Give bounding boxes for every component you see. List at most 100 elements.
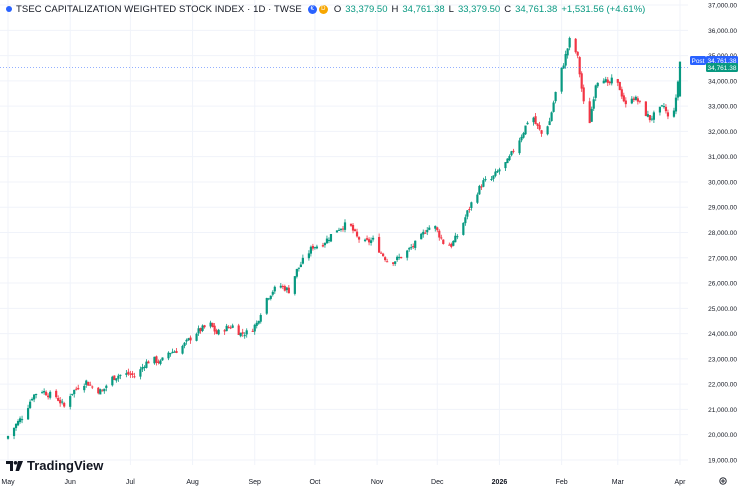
candle-body (30, 398, 34, 401)
candle-body (520, 136, 523, 141)
candle-body (73, 389, 76, 395)
candle (87, 381, 90, 386)
candle-body (71, 393, 74, 395)
candle-body (658, 106, 662, 113)
candle-body (279, 285, 282, 288)
low-value: 33,379.50 (457, 3, 501, 15)
candle-body (61, 401, 64, 403)
y-tick-label: 36,000.00 (708, 28, 737, 35)
y-tick-label: 33,000.00 (708, 104, 737, 111)
candle (327, 237, 331, 244)
tradingview-logo[interactable]: TradingView (6, 458, 103, 473)
candle-body (113, 375, 116, 380)
candle-body (349, 223, 353, 226)
candle (492, 175, 495, 182)
candle (209, 320, 212, 329)
candle (237, 323, 240, 335)
candle (287, 284, 290, 294)
candle (147, 360, 150, 364)
candle (113, 375, 116, 381)
candle (620, 86, 623, 99)
gear-icon[interactable] (718, 476, 728, 486)
candle (450, 242, 453, 249)
candle-body (14, 423, 18, 429)
candle (337, 227, 341, 231)
candle (636, 96, 639, 105)
candle-body (442, 239, 445, 244)
candle-body (251, 330, 254, 332)
candle (440, 234, 443, 240)
x-tick-label: Jun (65, 479, 76, 486)
candle (580, 71, 583, 92)
candle-body (337, 229, 341, 231)
candle (482, 177, 485, 188)
candle (434, 225, 437, 232)
candle-body (43, 391, 46, 393)
candle-body (217, 329, 220, 335)
candle-body (32, 394, 36, 400)
last-price-tag: 34,761.38 (706, 63, 738, 72)
candle-body (672, 110, 676, 117)
candle (211, 322, 214, 328)
candle-body (568, 37, 571, 48)
candle (283, 284, 286, 292)
candle-body (636, 98, 639, 102)
candle (590, 106, 593, 123)
candle-body (299, 264, 302, 268)
candle-body (406, 250, 409, 258)
candle-body (203, 325, 206, 328)
candle (341, 226, 345, 232)
candle (398, 253, 401, 260)
candle (490, 176, 493, 181)
candles (6, 36, 682, 440)
candle-body (12, 427, 16, 436)
y-tick-label: 24,000.00 (708, 331, 737, 338)
candle-body (392, 262, 395, 264)
open-label: O (333, 3, 342, 15)
candle-body (293, 276, 296, 294)
candle-body (103, 388, 106, 392)
candle (125, 370, 128, 378)
candle-body (398, 256, 401, 258)
candle-body (674, 97, 678, 112)
candle-body (265, 298, 268, 314)
y-tick-label: 29,000.00 (708, 205, 737, 212)
data-badge-icon[interactable]: D (318, 4, 328, 14)
candle-body (155, 356, 158, 363)
high-label: H (391, 3, 399, 15)
candle (568, 36, 571, 51)
candle-body (131, 373, 134, 375)
candle-body (498, 169, 501, 172)
candle-body (508, 156, 511, 161)
candle-body (566, 48, 569, 56)
y-tick-label: 22,000.00 (708, 382, 737, 389)
candle (452, 240, 455, 247)
candle-body (394, 261, 397, 264)
candle (410, 243, 413, 250)
candle (462, 222, 465, 236)
candle-body (41, 392, 44, 394)
candle-body (55, 390, 58, 398)
candle-body (482, 180, 485, 187)
candle (203, 324, 206, 329)
candle (678, 61, 682, 97)
candle-body (646, 114, 649, 117)
candle-body (462, 222, 465, 235)
candle-body (28, 401, 32, 408)
candle-body (494, 171, 497, 176)
candle (199, 327, 202, 334)
candle-body (171, 351, 174, 353)
candle-body (6, 436, 10, 439)
currency-badge-icon[interactable]: € (307, 4, 317, 14)
candle (588, 97, 591, 124)
candle-body (231, 325, 234, 328)
symbol-title[interactable]: TSEC CAPITALIZATION WEIGHTED STOCK INDEX… (16, 3, 302, 15)
candle (648, 115, 651, 123)
candle-body (504, 162, 507, 169)
candle-body (367, 239, 371, 243)
candle (18, 416, 22, 424)
candle-body (434, 225, 437, 229)
candle (30, 397, 34, 402)
candle (508, 154, 511, 162)
